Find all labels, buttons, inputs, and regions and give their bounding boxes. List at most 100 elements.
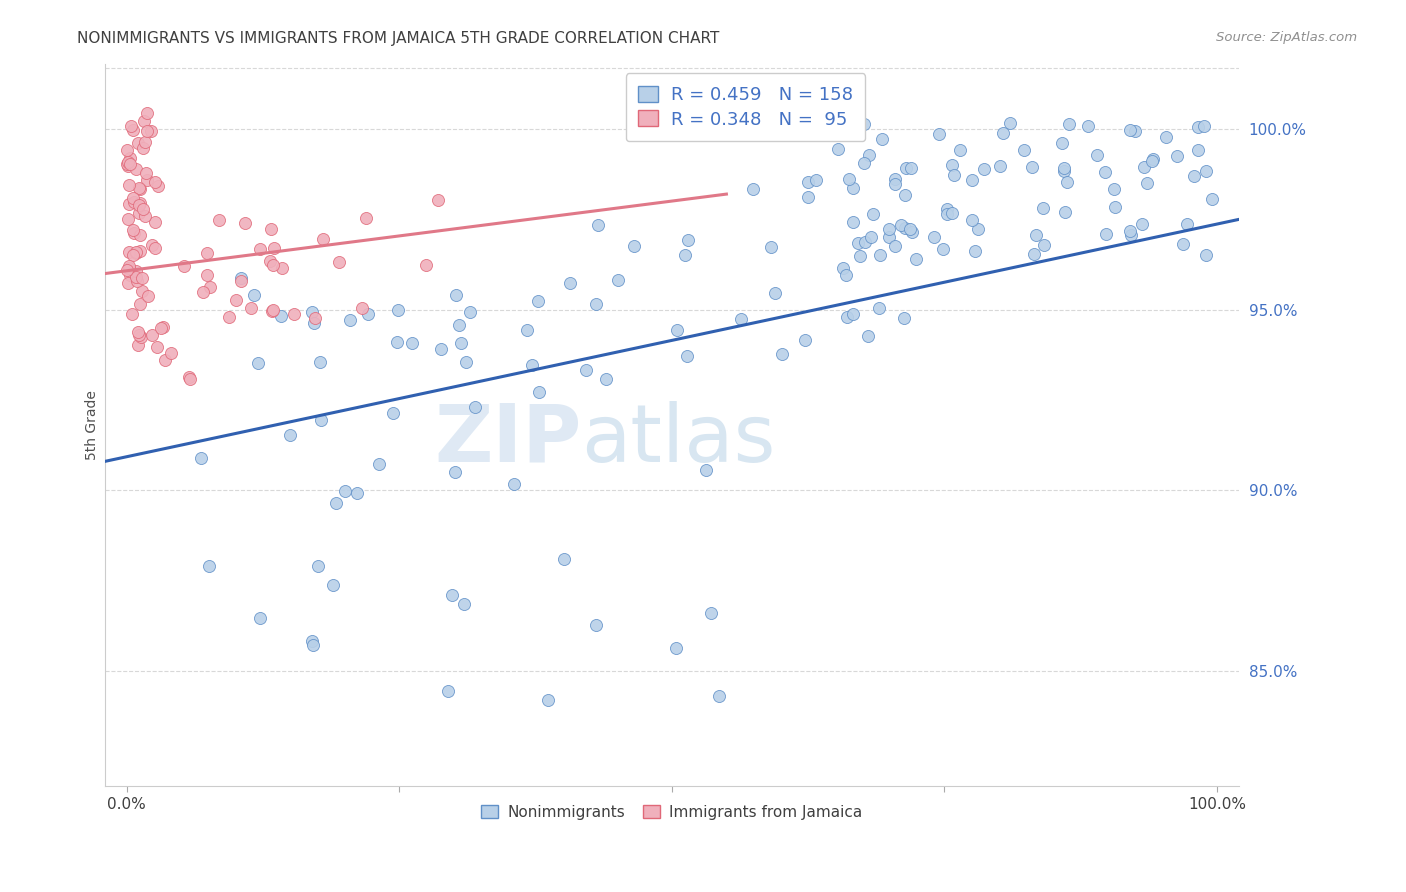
Point [444,287,467,301]
Point [960,173,983,187]
Point [1053,205,1076,219]
Point [125,245,148,260]
Point [1053,164,1076,178]
Point [430,342,453,356]
Point [127,326,149,340]
Point [1194,248,1216,262]
Point [129,196,152,211]
Point [707,689,730,703]
Point [1021,160,1043,174]
Point [502,477,524,491]
Point [447,318,470,332]
Point [928,127,950,141]
Point [1192,119,1215,133]
Point [117,143,139,157]
Point [118,259,141,273]
Point [623,239,645,253]
Point [527,385,550,400]
Point [931,243,953,257]
Point [877,230,900,244]
Point [1121,227,1143,242]
Point [450,336,472,351]
Point [129,182,152,196]
Point [117,155,139,169]
Point [1094,165,1116,179]
Point [387,334,409,349]
Point [143,175,166,189]
Point [842,307,865,321]
Point [922,230,945,244]
Point [135,105,157,120]
Point [129,330,152,344]
Point [229,271,252,285]
Point [884,177,907,191]
Point [190,451,212,466]
Point [835,268,858,283]
Point [208,213,231,227]
Point [842,181,865,195]
Point [1182,169,1205,184]
Point [270,309,292,323]
Point [117,159,139,173]
Point [122,194,145,209]
Point [797,175,820,189]
Point [260,221,283,235]
Legend: Nonimmigrants, Immigrants from Jamaica: Nonimmigrants, Immigrants from Jamaica [475,798,869,826]
Point [537,693,560,707]
Point [673,248,696,262]
Point [437,684,460,698]
Point [1119,123,1142,137]
Text: atlas: atlas [581,401,776,479]
Point [143,242,166,256]
Point [249,242,271,256]
Point [304,310,326,325]
Point [941,157,963,171]
Point [128,206,150,220]
Point [195,268,218,282]
Point [346,486,368,500]
Point [239,301,262,315]
Point [988,159,1011,173]
Point [586,219,609,233]
Point [146,340,169,354]
Point [1094,227,1116,241]
Point [1085,148,1108,162]
Point [120,151,142,165]
Point [1175,217,1198,231]
Point [301,634,323,648]
Point [1056,175,1078,189]
Point [134,210,156,224]
Point [120,268,142,282]
Point [675,349,697,363]
Point [301,305,323,319]
Point [225,293,247,307]
Point [676,233,699,247]
Point [993,126,1015,140]
Point [382,406,405,420]
Point [368,457,391,471]
Point [134,136,156,150]
Point [458,305,481,319]
Point [962,213,984,227]
Point [560,277,582,291]
Point [357,307,380,321]
Point [838,172,860,186]
Point [1022,247,1045,261]
Point [1057,117,1080,131]
Point [136,173,159,187]
Point [1130,217,1153,231]
Point [595,372,617,386]
Point [260,303,283,318]
Point [1033,237,1056,252]
Point [262,258,284,272]
Point [858,148,880,162]
Point [131,271,153,285]
Point [131,284,153,298]
Point [129,227,152,242]
Point [1119,224,1142,238]
Point [125,161,148,176]
Point [118,245,141,260]
Point [325,496,347,510]
Point [115,157,138,171]
Point [607,272,630,286]
